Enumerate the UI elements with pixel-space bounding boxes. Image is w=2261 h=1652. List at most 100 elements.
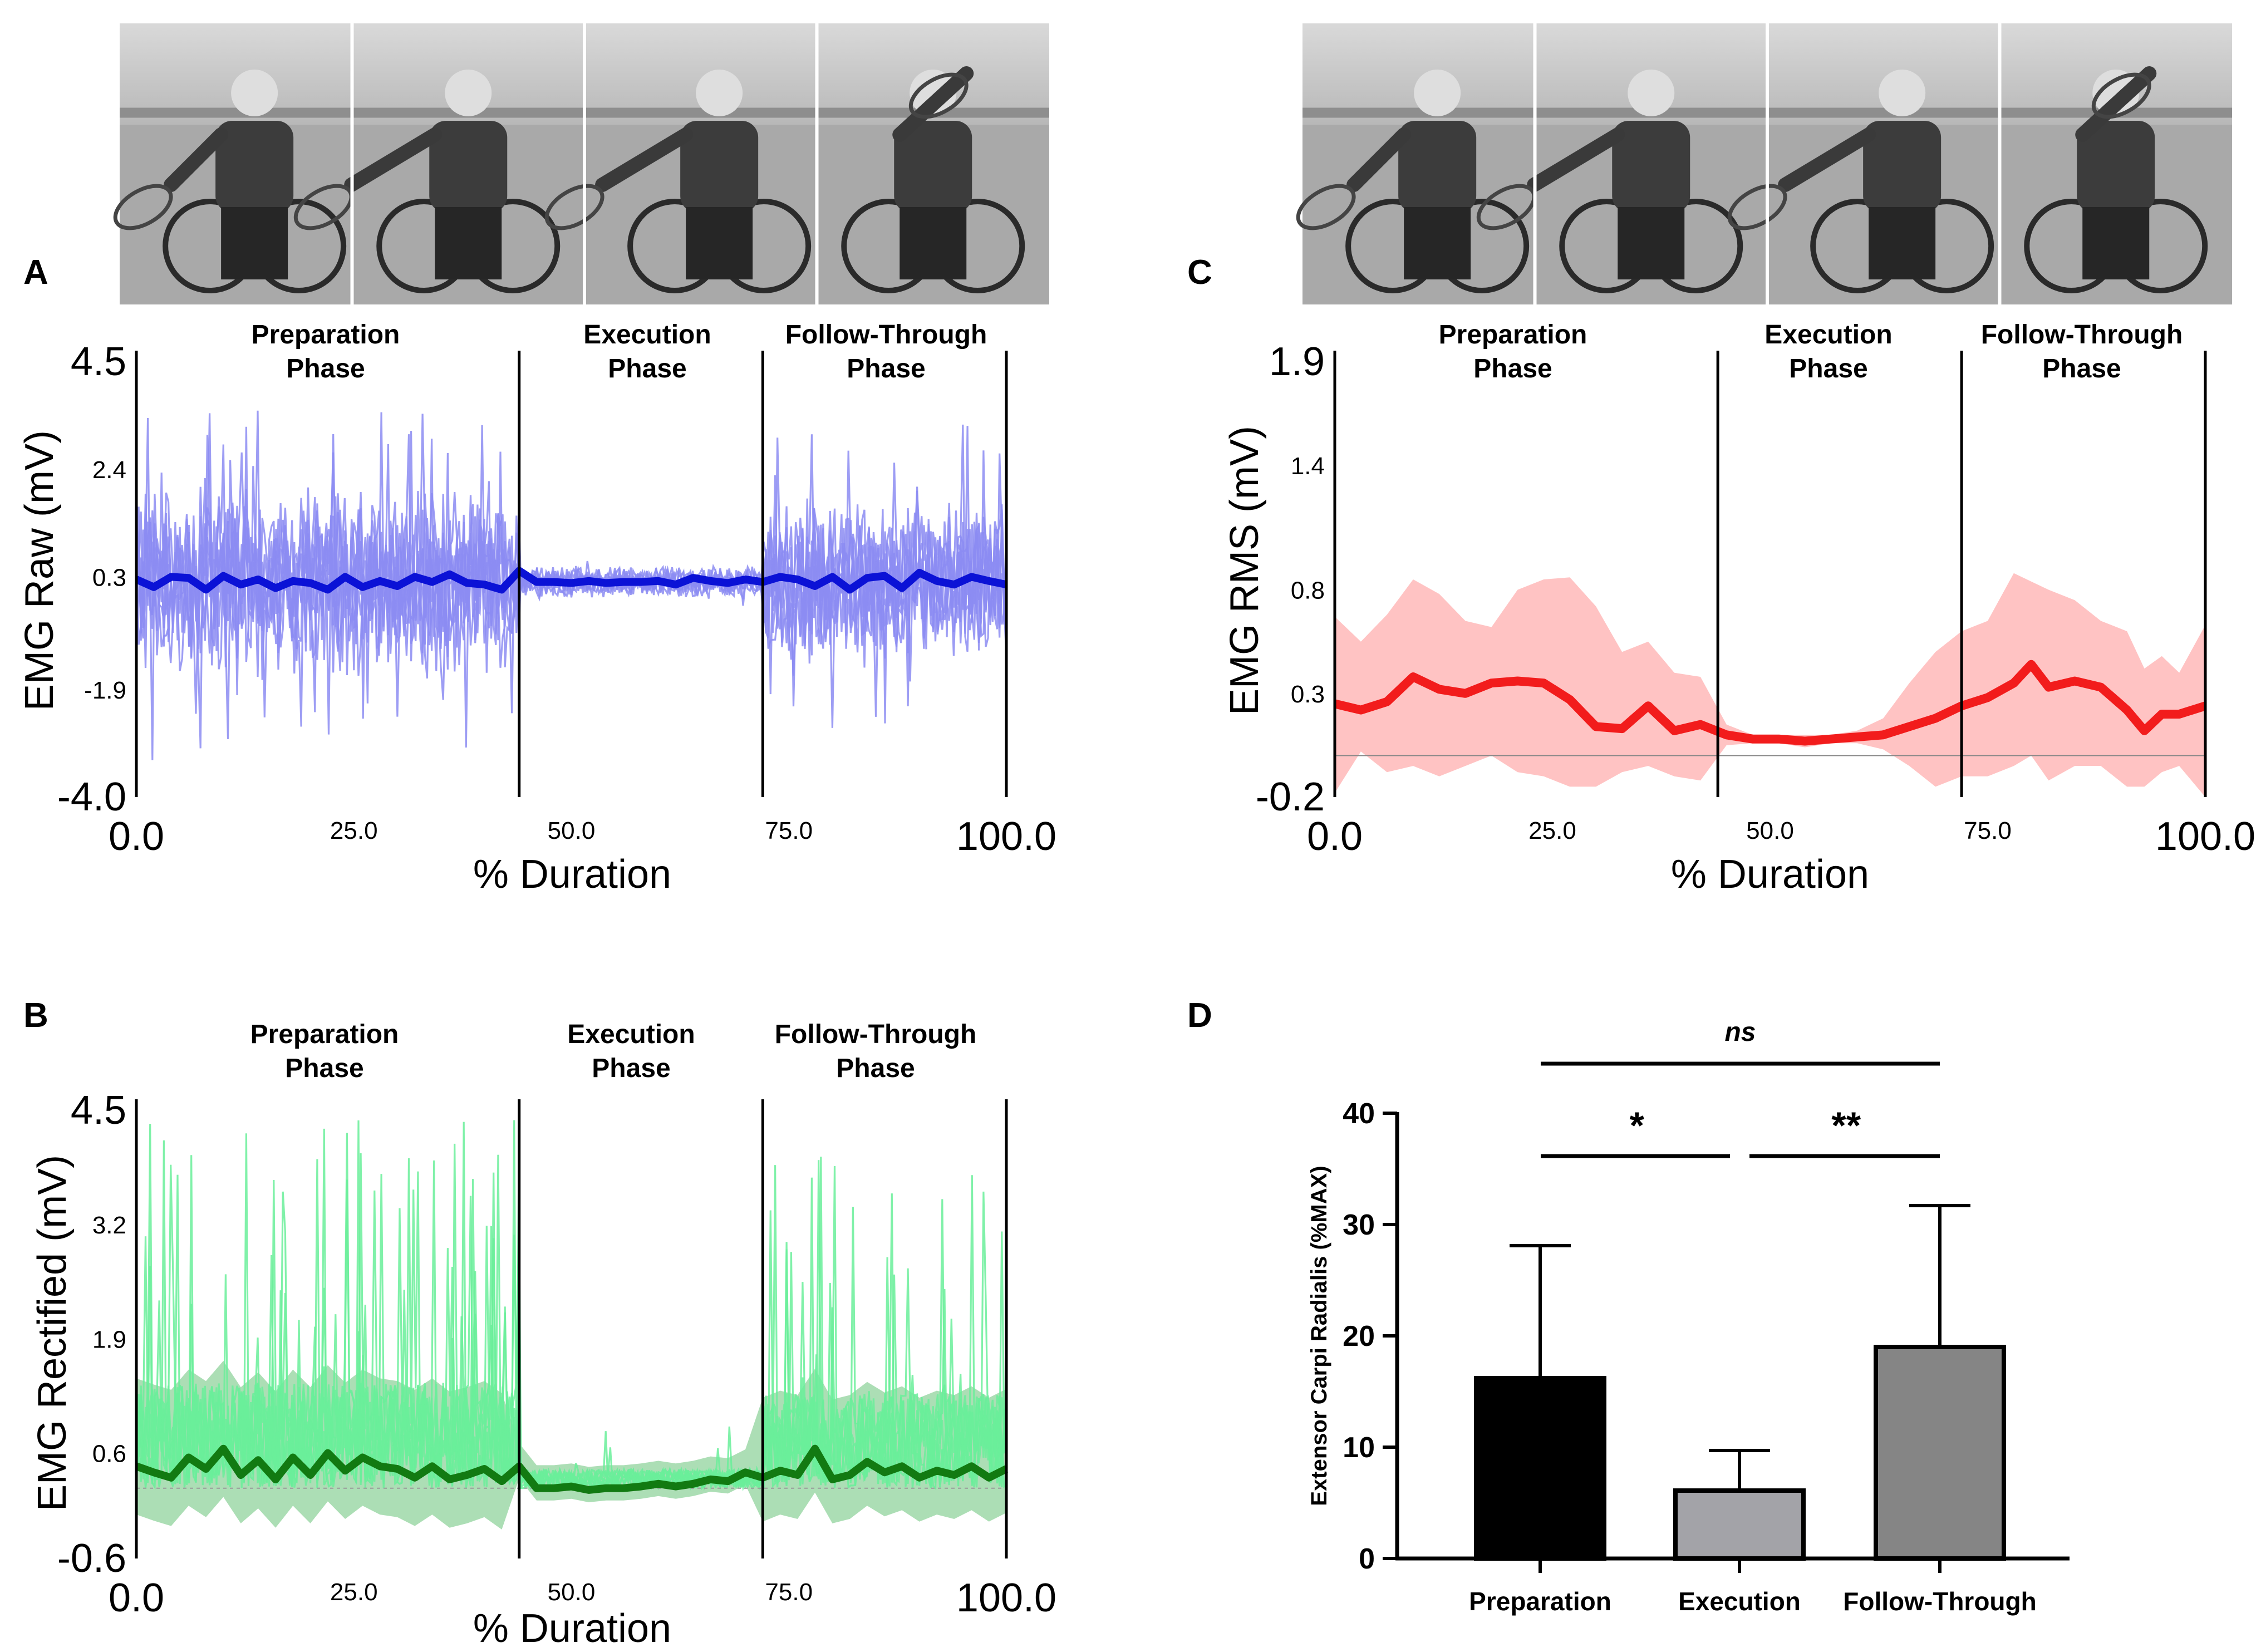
svg-text:Follow-Through: Follow-Through <box>785 320 987 350</box>
rms-mean-line <box>1334 660 2207 746</box>
y-tick-label: 4.5 <box>71 1088 126 1133</box>
legs <box>435 207 502 279</box>
x-tick-labels: 0.0 25.0 50.0 75.0 100.0 <box>109 814 1056 859</box>
y-tick-label: 0.3 <box>1291 681 1325 708</box>
legs <box>1404 207 1471 279</box>
photo-strip-c <box>1296 23 2232 305</box>
photo-frame <box>113 23 352 305</box>
panel-letter-c: C <box>1187 253 1212 292</box>
torso <box>429 121 508 213</box>
head <box>910 70 957 116</box>
chart-a-raw: Preparation Phase Execution Phase Follow… <box>17 320 1056 897</box>
torso <box>2077 121 2155 213</box>
phase-boundaries <box>1333 351 2207 797</box>
x-axis-title: % Duration <box>473 1606 671 1651</box>
category-label: Execution <box>1678 1587 1801 1616</box>
y-tick-label: -0.2 <box>1256 775 1325 819</box>
x-axis-title: % Duration <box>1671 852 1869 897</box>
svg-text:Phase: Phase <box>608 354 686 384</box>
arm <box>1778 127 1876 192</box>
head <box>1414 70 1461 116</box>
category-label: Preparation <box>1469 1587 1611 1616</box>
x-tick-label: 25.0 <box>1528 817 1576 844</box>
y-tick-labels: 4.5 3.2 1.9 0.6 -0.6 <box>57 1088 126 1581</box>
legs <box>2082 207 2150 279</box>
racket <box>113 184 173 230</box>
bars <box>1474 1204 2006 1573</box>
wheelchair-tennis-player-icon <box>841 66 1025 293</box>
photo-frame <box>815 23 1049 305</box>
wall-edge <box>120 107 352 118</box>
x-tick-label: 75.0 <box>765 817 813 844</box>
wheelchair-tennis-player-icon <box>2024 66 2208 293</box>
wheelchair-tennis-player-icon <box>1727 70 1994 293</box>
phase-label-follow-through: Follow-Through Phase <box>785 320 987 384</box>
photo-strip-a <box>113 23 1049 305</box>
legs <box>1869 207 1936 279</box>
chart-c-rms: Preparation Phase Execution Phase Follow… <box>1222 320 2255 897</box>
x-tick-label: 50.0 <box>548 1579 596 1606</box>
y-tick-label: 30 <box>1343 1209 1375 1241</box>
x-tick-label: 100.0 <box>956 1576 1056 1620</box>
x-tick-label: 0.0 <box>109 1576 164 1620</box>
arm <box>892 66 974 142</box>
x-tick-label: 50.0 <box>1746 817 1794 844</box>
rms-sd-band <box>1335 573 2205 797</box>
category-label: Follow-Through <box>1843 1587 2036 1616</box>
photo-frame <box>1296 23 1535 305</box>
y-tick-label: -4.0 <box>57 775 126 819</box>
y-tick-label: 2.4 <box>92 456 126 484</box>
y-axis-title: EMG Raw (mV) <box>17 430 62 711</box>
y-tick-label: 20 <box>1343 1320 1375 1353</box>
legs <box>686 207 753 279</box>
svg-text:Phase: Phase <box>1473 354 1552 384</box>
svg-text:Follow-Through: Follow-Through <box>775 1020 977 1049</box>
phase-label-execution: Execution Phase <box>567 1020 695 1083</box>
bar <box>1474 1376 1606 1561</box>
chart-b-rectified: Preparation Phase Execution Phase Follow… <box>30 1020 1056 1651</box>
legs <box>221 207 288 279</box>
wheelchair-tennis-player-icon <box>293 70 561 293</box>
y-ticks: 40 30 20 10 0 <box>1343 1098 1397 1575</box>
svg-text:Phase: Phase <box>1789 354 1867 384</box>
y-tick-label: 0 <box>1359 1543 1375 1575</box>
svg-text:Execution: Execution <box>583 320 711 350</box>
significance-label: ** <box>1830 1104 1861 1147</box>
photo-frame <box>293 23 584 305</box>
x-tick-label: 100.0 <box>2155 814 2255 859</box>
y-tick-labels: 1.9 1.4 0.8 0.3 -0.2 <box>1256 340 1325 819</box>
arm <box>595 127 694 192</box>
racket <box>293 184 353 230</box>
head <box>2092 70 2140 116</box>
phase-label-preparation: Preparation Phase <box>1439 320 1587 384</box>
panel-letter-b: B <box>23 996 48 1035</box>
torso <box>1612 121 1690 213</box>
svg-text:Phase: Phase <box>2042 354 2121 384</box>
y-tick-label: 40 <box>1343 1098 1375 1130</box>
svg-text:Preparation: Preparation <box>250 1020 399 1049</box>
x-tick-label: 25.0 <box>330 1579 378 1606</box>
rectified-mean-line <box>135 1444 1009 1494</box>
torso <box>1398 121 1477 213</box>
phase-label-preparation: Preparation Phase <box>250 1020 399 1083</box>
y-tick-label: 1.9 <box>92 1326 126 1353</box>
racket <box>908 72 969 119</box>
legs <box>900 207 967 279</box>
phase-label-follow-through: Follow-Through Phase <box>1981 320 2183 384</box>
photo-frame <box>1998 23 2232 305</box>
x-tick-label: 100.0 <box>956 814 1056 859</box>
x-tick-labels: 0.0 25.0 50.0 75.0 100.0 <box>1307 814 2255 859</box>
head <box>445 70 492 116</box>
arm <box>164 127 229 192</box>
arm <box>2075 66 2157 142</box>
phase-boundaries <box>135 351 1008 797</box>
y-tick-label: 1.4 <box>1291 453 1325 480</box>
wheelchair-tennis-player-icon <box>113 70 347 293</box>
y-tick-label: 1.9 <box>1269 340 1325 384</box>
torso <box>680 121 759 213</box>
wall-edge <box>1302 107 1535 118</box>
x-tick-label: 75.0 <box>765 1579 813 1606</box>
wheelchair-tennis-player-icon <box>1476 70 1743 293</box>
x-tick-label: 0.0 <box>1307 814 1363 859</box>
